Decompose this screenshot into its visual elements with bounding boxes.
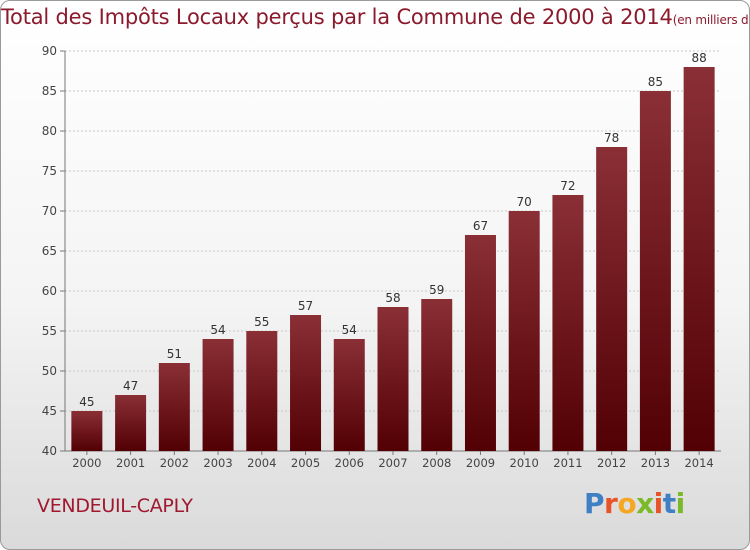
value-label-2008: 59 [429,283,444,297]
bar-2000 [71,411,103,451]
x-tick-label-2009: 2009 [466,456,495,470]
y-tick-label: 80 [42,124,57,138]
bar-2005 [290,315,322,451]
value-label-2013: 85 [648,75,663,89]
labels: 40 45 50 55 60 65 70 75 80 85 90 45 2000 47 2001 51 2002… [42,44,714,470]
value-label-2005: 57 [298,299,313,313]
bar-2004 [246,331,278,451]
x-tick-label-2013: 2013 [641,456,670,470]
value-label-2001: 47 [123,379,138,393]
value-label-2004: 55 [254,315,269,329]
x-tick-label-2003: 2003 [203,456,232,470]
x-tick-label-2004: 2004 [247,456,276,470]
bar-2006 [333,339,365,451]
value-label-2009: 67 [473,219,488,233]
logo-letter: i [675,487,686,520]
bar-2007 [377,307,409,451]
value-label-2006: 54 [342,323,357,337]
y-tick-label: 65 [42,244,57,258]
bar-2013 [639,91,671,451]
value-label-2000: 45 [79,395,94,409]
x-tick-label-2007: 2007 [378,456,407,470]
proxiti-logo: Proxiti [584,487,685,520]
y-tick-label: 40 [42,444,57,458]
chart-title-text: Total des Impôts Locaux perçus par la Co… [1,5,673,29]
y-tick-label: 55 [42,324,57,338]
logo-letter: r [604,487,618,520]
y-tick-label: 50 [42,364,57,378]
chart-title: Total des Impôts Locaux perçus par la Co… [1,5,749,29]
x-tick-label-2005: 2005 [291,456,320,470]
bar-2014 [683,67,715,451]
value-label-2007: 58 [385,291,400,305]
value-label-2002: 51 [167,347,182,361]
commune-name: VENDEUIL-CAPLY [37,495,193,517]
value-label-2003: 54 [210,323,225,337]
bar-2008 [421,299,453,451]
bar-2002 [158,363,190,451]
logo-letter: P [584,487,605,520]
x-tick-label-2010: 2010 [510,456,539,470]
y-tick-label: 85 [42,84,57,98]
y-tick-label: 60 [42,284,57,298]
x-tick-label-2012: 2012 [597,456,626,470]
x-tick-label-2001: 2001 [116,456,145,470]
bar-2009 [464,235,496,451]
bar-2001 [115,395,147,451]
bar-2012 [596,147,628,451]
x-tick-label-2008: 2008 [422,456,451,470]
x-tick-label-2014: 2014 [684,456,713,470]
chart-subtitle: (en milliers d'€) [672,13,749,27]
logo-letter: o [617,487,637,520]
value-label-2011: 72 [560,179,575,193]
bars [71,67,715,451]
x-tick-label-2011: 2011 [553,456,582,470]
x-tick-label-2006: 2006 [335,456,364,470]
y-tick-label: 90 [42,44,57,58]
bar-2010 [508,211,540,451]
logo-letter: t [662,487,676,520]
value-label-2010: 70 [517,195,532,209]
y-tick-label: 45 [42,404,57,418]
value-label-2012: 78 [604,131,619,145]
bar-2003 [202,339,234,451]
y-tick-label: 70 [42,204,57,218]
logo-letter: x [636,487,654,520]
value-label-2014: 88 [691,51,706,65]
bar-2011 [552,195,584,451]
x-tick-label-2000: 2000 [72,456,101,470]
x-tick-label-2002: 2002 [160,456,189,470]
y-tick-label: 75 [42,164,57,178]
logo-letter: i [653,487,664,520]
